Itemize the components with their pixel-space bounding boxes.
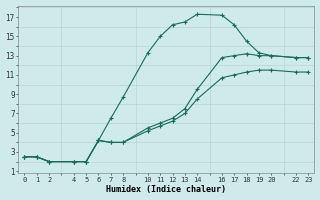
X-axis label: Humidex (Indice chaleur): Humidex (Indice chaleur) (106, 185, 226, 194)
